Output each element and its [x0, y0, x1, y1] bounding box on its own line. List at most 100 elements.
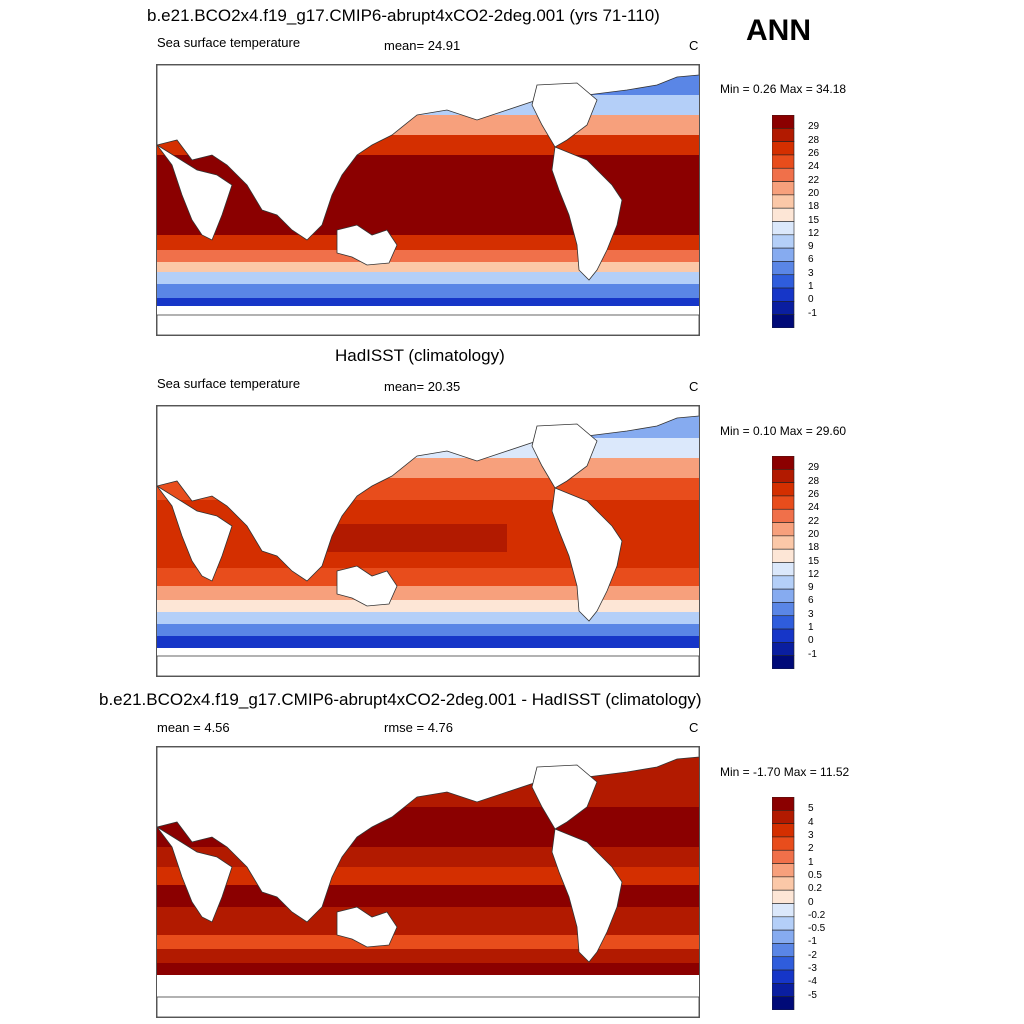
panel-2-colorbar-tick-label: 20	[808, 528, 820, 540]
panel-1-minmax: Min = 0.26 Max = 34.18	[720, 82, 847, 96]
panel-2-colorbar-tick-label: 0	[808, 635, 814, 647]
panel-2-colorbar-tick-label: 3	[808, 608, 814, 620]
panel-1-colorbar-swatch	[771, 247, 795, 262]
panel-3-colorbar-swatch	[771, 876, 795, 891]
panel-1-colorbar-swatch	[771, 234, 795, 249]
panel-3-map	[156, 746, 700, 1018]
panel-3-colorbar-swatch	[771, 996, 795, 1011]
panel-2-colorbar-swatch	[771, 562, 795, 577]
panel-3-colorbar-swatch	[771, 956, 795, 971]
panel-1-colorbar-swatch	[771, 287, 795, 302]
panel-3-colorbar-tick-label: -0.2	[808, 909, 826, 921]
panel-1-colorbar-swatch	[771, 274, 795, 289]
panel-1-colorbar-tick-label: 29	[808, 121, 820, 133]
panel-1-colorbar-tick-label: 26	[808, 147, 820, 159]
panel-3-map-graphic	[157, 747, 699, 1017]
panel-2-colorbar-swatch	[771, 522, 795, 537]
panel-3-colorbar-swatch	[771, 983, 795, 997]
panel-1-colorbar-tick-label: 12	[808, 227, 820, 239]
panel-3-colorbar-swatch	[771, 969, 795, 984]
panel-3-colorbar-tick-label: 0	[808, 896, 814, 908]
panel-2-map-graphic	[157, 406, 699, 676]
panel-1-colorbar-tick-label: 18	[808, 201, 820, 213]
panel-3-colorbar-swatch	[771, 823, 795, 838]
panel-3-colorbar-swatch	[771, 796, 795, 811]
panel-2-colorbar: 29 28 26 24 22 20 18 15 12 9 6 3 1 0 -1	[771, 455, 819, 674]
panel-2-colorbar-tick-label: -1	[808, 648, 817, 660]
panel-2-colorbar-swatch	[771, 469, 795, 483]
panel-1-colorbar-tick-label: 0	[808, 294, 814, 306]
panel-2-units: C	[689, 379, 699, 394]
panel-1-mean-label: mean= 24.91	[384, 38, 461, 53]
panel-3-colorbar-tick-label: -4	[808, 976, 817, 988]
panel-2-colorbar-swatch	[771, 615, 795, 630]
panel-1-colorbar: 29 28 26 24 22 20 18 15 12 9 6 3 1 0 -1	[771, 114, 819, 333]
panel-2-mean-label: mean= 20.35	[384, 379, 461, 394]
panel-3-colorbar-tick-label: -0.5	[808, 923, 826, 935]
panel-3-colorbar-tick-label: -1	[808, 936, 817, 948]
panel-3-title: b.e21.BCO2x4.f19_g17.CMIP6-abrupt4xCO2-2…	[99, 690, 702, 709]
season-label: ANN	[746, 14, 811, 47]
panel-3-colorbar-tick-label: 0.5	[808, 869, 822, 881]
panel-1-colorbar-swatch	[771, 301, 795, 315]
panel-3-rmse-label: rmse = 4.76	[384, 720, 454, 735]
panel-2-colorbar-tick-label: 24	[808, 502, 820, 514]
panel-1-colorbar-swatch	[771, 194, 795, 209]
panel-2-colorbar-tick-label: 6	[808, 595, 814, 607]
panel-1-left-label: Sea surface temperature	[157, 35, 301, 50]
panel-2-colorbar-swatch	[771, 508, 795, 523]
panel-2-colorbar-swatch	[771, 642, 795, 656]
panel-3-minmax: Min = -1.70 Max = 11.52	[720, 765, 850, 779]
panel-1-colorbar-tick-label: 15	[808, 214, 820, 226]
panel-2-colorbar-tick-label: 15	[808, 555, 820, 567]
panel-2-colorbar-tick-label: 26	[808, 488, 820, 500]
panel-2-colorbar-swatch	[771, 535, 795, 550]
panel-1-colorbar-swatch	[771, 128, 795, 142]
panel-2-colorbar-tick-label: 1	[808, 622, 814, 634]
panel-1-map-graphic	[157, 65, 699, 335]
panel-2-colorbar-tick-label: 29	[808, 462, 820, 474]
panel-3-colorbar-swatch	[771, 929, 795, 944]
panel-2-colorbar-swatch	[771, 602, 795, 617]
panel-3-colorbar-tick-label: 3	[808, 829, 814, 841]
panel-3-colorbar-tick-label: 1	[808, 856, 814, 868]
panel-2-colorbar-tick-label: 9	[808, 582, 814, 594]
panel-1-colorbar-swatch	[771, 261, 795, 276]
panel-2-minmax: Min = 0.10 Max = 29.60	[720, 424, 847, 438]
panel-3-colorbar-swatch	[771, 943, 795, 958]
panel-3-colorbar-swatch	[771, 916, 795, 931]
panel-3-colorbar-tick-label: 0.2	[808, 883, 822, 895]
panel-2-colorbar-tick-label: 28	[808, 475, 820, 487]
panel-3-colorbar-swatch	[771, 810, 795, 824]
panel-3-colorbar-swatch	[771, 836, 795, 851]
panel-3-colorbar-tick-label: 2	[808, 843, 814, 855]
panel-1-colorbar-swatches	[771, 114, 795, 329]
panel-1-colorbar-tick-label: 28	[808, 134, 820, 146]
panel-2-colorbar-swatch	[771, 588, 795, 603]
panel-3-colorbar-tick-label: -2	[808, 949, 817, 961]
panel-2-map	[156, 405, 700, 677]
panel-1-map	[156, 64, 700, 336]
panel-1-colorbar-swatch	[771, 221, 795, 236]
panel-2-colorbar-swatch	[771, 655, 795, 670]
panel-1-colorbar-swatch	[771, 141, 795, 156]
panel-1-colorbar-tick-label: 9	[808, 241, 814, 253]
panel-2-colorbar-tick-label: 12	[808, 568, 820, 580]
panel-3-colorbar-swatch	[771, 903, 795, 918]
panel-2-colorbar-tick-label: 18	[808, 542, 820, 554]
panel-3-colorbar-tick-label: 4	[808, 816, 814, 828]
panel-2-colorbar-swatch	[771, 548, 795, 563]
panel-1-colorbar-tick-label: 20	[808, 187, 820, 199]
panel-1-units: C	[689, 38, 699, 53]
panel-3-colorbar-tick-label: -5	[808, 989, 817, 1001]
panel-2-title: HadISST (climatology)	[335, 346, 505, 365]
panel-2-left-label: Sea surface temperature	[157, 376, 301, 391]
panel-2-colorbar-swatch	[771, 455, 795, 470]
panel-2-colorbar-swatch	[771, 482, 795, 497]
panel-3-colorbar-swatch	[771, 863, 795, 878]
panel-2-colorbar-swatch	[771, 628, 795, 643]
panel-1-colorbar-tick-label: 24	[808, 161, 820, 173]
panel-2-colorbar-swatches	[771, 455, 795, 670]
panel-3-colorbar-tick-label: -3	[808, 963, 817, 975]
panel-3-colorbar-swatches	[771, 796, 795, 1011]
